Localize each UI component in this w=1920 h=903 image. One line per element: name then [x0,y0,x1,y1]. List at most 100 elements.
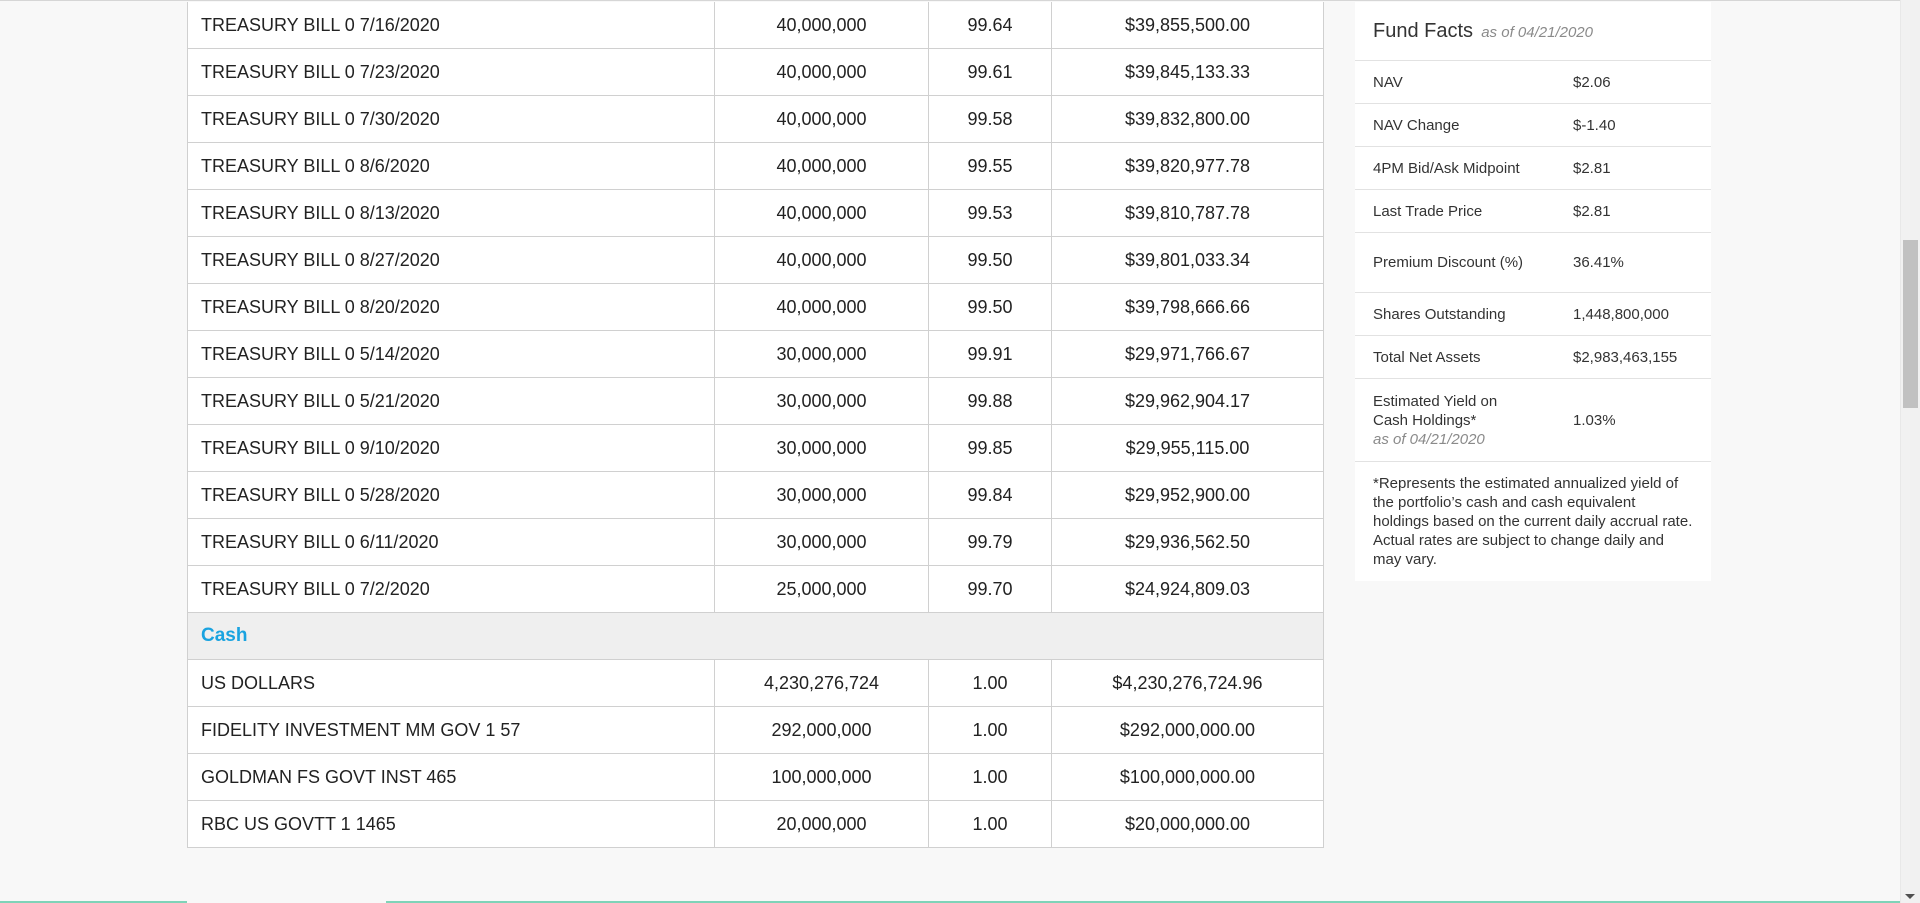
holding-price: 99.61 [928,48,1052,96]
holding-market-value: $4,230,276,724.96 [1051,659,1324,707]
fund-facts-header: Fund Facts as of 04/21/2020 [1355,2,1711,61]
holding-market-value: $39,798,666.66 [1051,283,1324,331]
holding-name: TREASURY BILL 0 8/13/2020 [187,189,715,237]
table-row: GOLDMAN FS GOVT INST 465 100,000,000 1.0… [187,753,1324,801]
cash-section-header: Cash [187,612,1324,660]
holding-price: 99.70 [928,565,1052,613]
holding-market-value: $100,000,000.00 [1051,753,1324,801]
fact-label: NAV [1373,73,1403,91]
holdings-table: TREASURY BILL 0 7/16/2020 40,000,000 99.… [187,2,1324,848]
fund-facts-panel: Fund Facts as of 04/21/2020 NAV $2.06 NA… [1355,2,1711,581]
yield-footnote: *Represents the estimated annualized yie… [1373,475,1693,568]
holding-name: TREASURY BILL 0 5/21/2020 [187,377,715,425]
fact-label: Last Trade Price [1373,202,1483,220]
holding-price: 99.50 [928,236,1052,284]
holding-price: 99.84 [928,471,1052,519]
holding-market-value: $39,820,977.78 [1051,142,1324,190]
table-row: TREASURY BILL 0 7/16/2020 40,000,000 99.… [187,2,1324,49]
fact-label: Shares Outstanding [1373,305,1506,323]
holding-market-value: $39,801,033.34 [1051,236,1324,284]
holding-price: 99.58 [928,95,1052,143]
top-divider [0,0,1900,1]
holding-price: 1.00 [928,706,1052,754]
holding-name: TREASURY BILL 0 9/10/2020 [187,424,715,472]
scroll-down-arrow-icon[interactable] [1905,894,1915,899]
holding-price: 1.00 [928,659,1052,707]
table-row: TREASURY BILL 0 5/28/2020 30,000,000 99.… [187,471,1324,519]
holding-shares: 292,000,000 [714,706,929,754]
holding-market-value: $20,000,000.00 [1051,800,1324,848]
holding-price: 1.00 [928,753,1052,801]
fact-label: Estimated Yield on Cash Holdings* [1373,392,1498,429]
holding-market-value: $29,971,766.67 [1051,330,1324,378]
fact-label: Total Net Assets [1373,348,1481,366]
holding-market-value: $39,855,500.00 [1051,2,1324,49]
holding-price: 1.00 [928,800,1052,848]
bottom-accent-line [0,901,187,903]
table-row: TREASURY BILL 0 8/20/2020 40,000,000 99.… [187,283,1324,331]
holding-shares: 40,000,000 [714,142,929,190]
holding-name: FIDELITY INVESTMENT MM GOV 1 57 [187,706,715,754]
holding-market-value: $29,955,115.00 [1051,424,1324,472]
fact-value: 1.03% [1573,411,1616,429]
fact-row-last-trade-price: Last Trade Price $2.81 [1355,190,1711,233]
holding-name: TREASURY BILL 0 5/14/2020 [187,330,715,378]
holding-market-value: $292,000,000.00 [1051,706,1324,754]
holding-shares: 40,000,000 [714,189,929,237]
holding-market-value: $39,810,787.78 [1051,189,1324,237]
holding-name: GOLDMAN FS GOVT INST 465 [187,753,715,801]
table-row: TREASURY BILL 0 8/27/2020 40,000,000 99.… [187,236,1324,284]
holding-shares: 25,000,000 [714,565,929,613]
table-row: US DOLLARS 4,230,276,724 1.00 $4,230,276… [187,659,1324,707]
fact-row-nav-change: NAV Change $-1.40 [1355,104,1711,147]
fact-label: Premium Discount (%) [1373,254,1524,271]
table-row: FIDELITY INVESTMENT MM GOV 1 57 292,000,… [187,706,1324,754]
fact-value: $-1.40 [1573,116,1616,134]
fact-value: $2.06 [1573,73,1611,91]
fact-value: $2,983,463,155 [1573,348,1678,366]
holding-shares: 40,000,000 [714,283,929,331]
table-row: TREASURY BILL 0 7/30/2020 40,000,000 99.… [187,95,1324,143]
fact-row-estimated-yield: Estimated Yield on Cash Holdings* as of … [1355,379,1711,462]
fact-value: $2.81 [1573,159,1611,177]
table-row: TREASURY BILL 0 5/21/2020 30,000,000 99.… [187,377,1324,425]
bottom-accent-line [386,901,1900,903]
holding-shares: 100,000,000 [714,753,929,801]
fund-facts-as-of: as of 04/21/2020 [1481,24,1593,41]
holding-shares: 40,000,000 [714,2,929,49]
holding-name: US DOLLARS [187,659,715,707]
table-row: TREASURY BILL 0 6/11/2020 30,000,000 99.… [187,518,1324,566]
holding-name: TREASURY BILL 0 6/11/2020 [187,518,715,566]
holding-market-value: $39,845,133.33 [1051,48,1324,96]
holding-market-value: $29,962,904.17 [1051,377,1324,425]
holding-price: 99.64 [928,2,1052,49]
holdings-table-body: TREASURY BILL 0 7/16/2020 40,000,000 99.… [187,2,1324,848]
fact-value: 36.41% [1573,254,1624,271]
holding-name: TREASURY BILL 0 7/30/2020 [187,95,715,143]
vertical-scrollbar[interactable] [1900,0,1920,903]
table-row: TREASURY BILL 0 8/6/2020 40,000,000 99.5… [187,142,1324,190]
holding-name: TREASURY BILL 0 8/6/2020 [187,142,715,190]
holding-shares: 40,000,000 [714,236,929,284]
holding-name: TREASURY BILL 0 8/27/2020 [187,236,715,284]
holding-shares: 40,000,000 [714,95,929,143]
fact-value: 1,448,800,000 [1573,305,1669,323]
table-row: RBC US GOVTT 1 1465 20,000,000 1.00 $20,… [187,800,1324,848]
scrollbar-thumb[interactable] [1903,240,1918,408]
holding-shares: 30,000,000 [714,330,929,378]
holding-shares: 30,000,000 [714,424,929,472]
holding-market-value: $29,952,900.00 [1051,471,1324,519]
holding-price: 99.91 [928,330,1052,378]
fact-sublabel: as of 04/21/2020 [1373,430,1485,448]
holding-name: TREASURY BILL 0 7/23/2020 [187,48,715,96]
table-row: TREASURY BILL 0 5/14/2020 30,000,000 99.… [187,330,1324,378]
holding-market-value: $24,924,809.03 [1051,565,1324,613]
holding-shares: 4,230,276,724 [714,659,929,707]
holding-market-value: $39,832,800.00 [1051,95,1324,143]
holding-shares: 40,000,000 [714,48,929,96]
holding-shares: 30,000,000 [714,471,929,519]
fact-label: NAV Change [1373,116,1460,134]
table-row: TREASURY BILL 0 8/13/2020 40,000,000 99.… [187,189,1324,237]
fact-row-shares-outstanding: Shares Outstanding 1,448,800,000 [1355,293,1711,336]
fund-facts-title: Fund Facts [1373,20,1474,42]
